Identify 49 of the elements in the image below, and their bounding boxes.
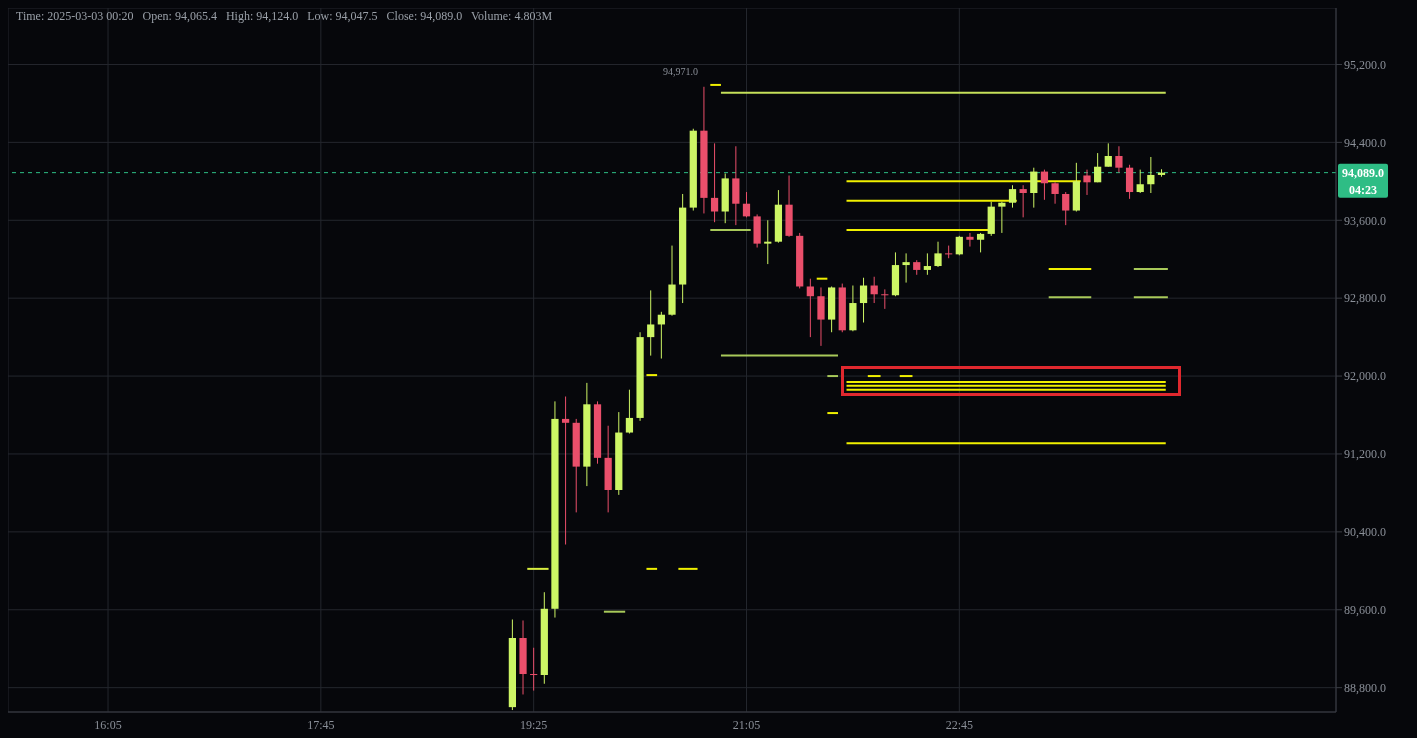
candlestick xyxy=(1115,145,1123,174)
candlestick xyxy=(1040,169,1049,201)
candlestick xyxy=(1019,184,1027,218)
candlestick xyxy=(934,241,942,268)
candlestick xyxy=(881,288,889,310)
y-tick-label: 92,000.0 xyxy=(1344,369,1386,384)
y-tick-label: 92,800.0 xyxy=(1344,291,1386,306)
candlestick xyxy=(806,278,814,338)
candlestick xyxy=(1104,142,1112,168)
candlestick xyxy=(657,311,665,360)
candlestick xyxy=(1094,152,1102,183)
x-tick-label: 17:45 xyxy=(307,717,335,732)
y-tick-label: 95,200.0 xyxy=(1344,57,1386,72)
candlestick xyxy=(902,252,910,284)
candlestick xyxy=(764,219,772,265)
candlestick xyxy=(1083,169,1091,196)
chart-title: Time: 2025-03-03 00:20 Open: 94,065.4 High: 94,124.0 Low: 94,047.5 Close: 94,089.0 Volume: 4.803M xyxy=(16,9,553,24)
y-tick-label: 94,400.0 xyxy=(1344,135,1386,150)
candlestick xyxy=(1062,191,1070,226)
text: 04:23 xyxy=(1349,182,1377,197)
candlestick xyxy=(955,235,963,256)
x-tick-label: 21:05 xyxy=(732,717,761,732)
candlestick xyxy=(1030,167,1038,209)
candlestick xyxy=(625,389,634,435)
x-tick-label: 19:25 xyxy=(519,717,548,732)
y-tick-label: 90,400.0 xyxy=(1344,525,1386,540)
candlestick xyxy=(1051,181,1059,205)
y-tick-label: 91,200.0 xyxy=(1344,447,1386,462)
candlestick xyxy=(923,252,931,276)
candlestick xyxy=(859,277,868,324)
y-tick-label: 88,800.0 xyxy=(1344,680,1386,695)
candlestick xyxy=(647,289,655,357)
candlestick xyxy=(530,647,538,692)
candlestick xyxy=(817,286,825,347)
x-tick-label: 22:45 xyxy=(945,717,973,732)
annotation: 94,971.0 xyxy=(662,65,698,77)
candlestick xyxy=(966,232,974,248)
y-tick-label: 89,600.0 xyxy=(1344,603,1386,618)
candlestick xyxy=(998,201,1006,234)
candlestick xyxy=(976,232,985,253)
candlestick xyxy=(561,396,570,546)
candlestick xyxy=(710,142,719,223)
candlestick xyxy=(742,191,751,218)
y-tick-label: 93,600.0 xyxy=(1344,213,1386,228)
ref-line-label: 94,089.0 xyxy=(1342,165,1384,180)
candlestick xyxy=(1008,184,1017,209)
candlestick xyxy=(1147,156,1155,194)
candlestick xyxy=(1136,169,1144,194)
x-tick-label: 16:05 xyxy=(94,717,122,732)
